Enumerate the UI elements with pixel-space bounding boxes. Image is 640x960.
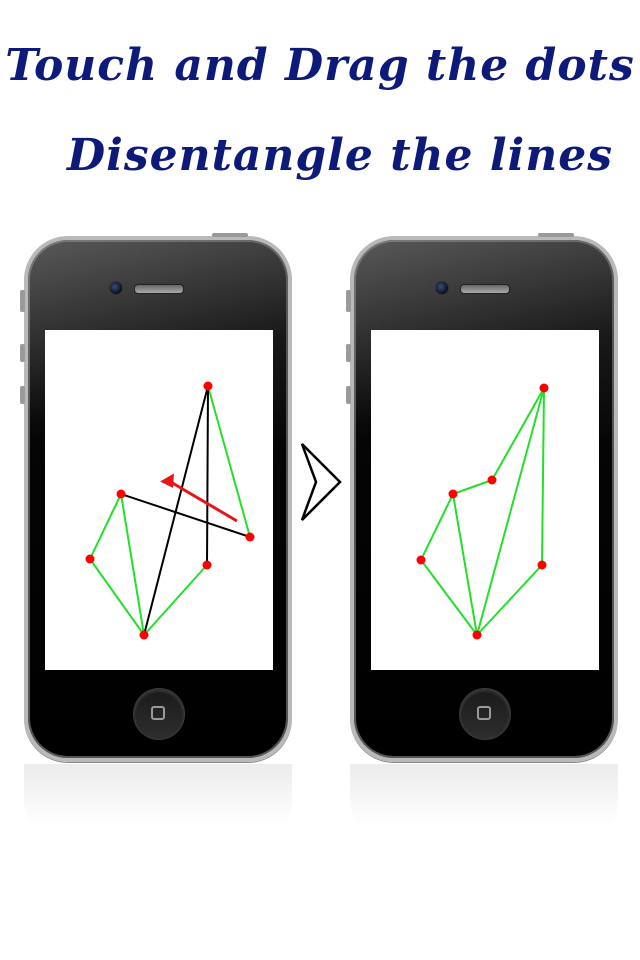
- dot[interactable]: [448, 489, 458, 499]
- edge-green: [541, 387, 545, 566]
- dot[interactable]: [416, 555, 426, 565]
- edge-green: [476, 387, 545, 636]
- edge-green: [207, 385, 251, 538]
- edge-green: [89, 493, 122, 560]
- drag-arrow: [168, 479, 238, 523]
- edge-crossing: [206, 385, 209, 566]
- edge-green: [420, 493, 454, 561]
- edge-crossing: [143, 385, 209, 636]
- home-square-icon: [477, 706, 491, 720]
- volume-down-button: [20, 386, 25, 404]
- home-button-icon[interactable]: [459, 688, 511, 740]
- dot[interactable]: [487, 475, 497, 485]
- edge-green: [491, 387, 545, 481]
- dot[interactable]: [537, 560, 547, 570]
- edge-green: [420, 559, 478, 636]
- mute-switch: [346, 290, 351, 312]
- power-button: [538, 233, 574, 237]
- mute-switch: [20, 290, 25, 312]
- volume-down-button: [346, 386, 351, 404]
- phone-before: [20, 233, 292, 762]
- edge-green: [452, 479, 493, 495]
- edge-green: [89, 558, 145, 636]
- edge-crossing: [120, 493, 251, 538]
- phone-reflection: [350, 764, 618, 844]
- volume-up-button: [346, 344, 351, 362]
- dot[interactable]: [203, 381, 213, 391]
- dot[interactable]: [116, 489, 126, 499]
- headline-line-2: Disentangle the lines: [66, 130, 614, 181]
- chevron-right-icon: [300, 443, 342, 521]
- edge-green: [120, 493, 145, 636]
- puzzle-screen-tangled: [45, 330, 273, 670]
- headline-line-1: Touch and Drag the dots: [5, 40, 635, 91]
- dot[interactable]: [85, 554, 95, 564]
- edge-green: [476, 564, 543, 636]
- earpiece-speaker: [134, 284, 184, 294]
- home-button-icon[interactable]: [133, 688, 185, 740]
- phone-reflection: [24, 764, 292, 844]
- volume-up-button: [20, 344, 25, 362]
- tangled-graph: [85, 381, 255, 640]
- solved-graph: [416, 383, 549, 640]
- dot[interactable]: [202, 560, 212, 570]
- edge-green: [452, 493, 478, 636]
- edge-green: [143, 564, 208, 636]
- home-square-icon: [151, 706, 165, 720]
- dot[interactable]: [139, 630, 149, 640]
- dot[interactable]: [539, 383, 549, 393]
- dot[interactable]: [472, 630, 482, 640]
- power-button: [212, 233, 248, 237]
- phone-after: [346, 233, 618, 762]
- dot[interactable]: [245, 532, 255, 542]
- front-camera: [109, 281, 123, 295]
- front-camera: [435, 281, 449, 295]
- earpiece-speaker: [460, 284, 510, 294]
- drag-arrow-head: [160, 473, 174, 488]
- puzzle-screen-solved: [371, 330, 599, 670]
